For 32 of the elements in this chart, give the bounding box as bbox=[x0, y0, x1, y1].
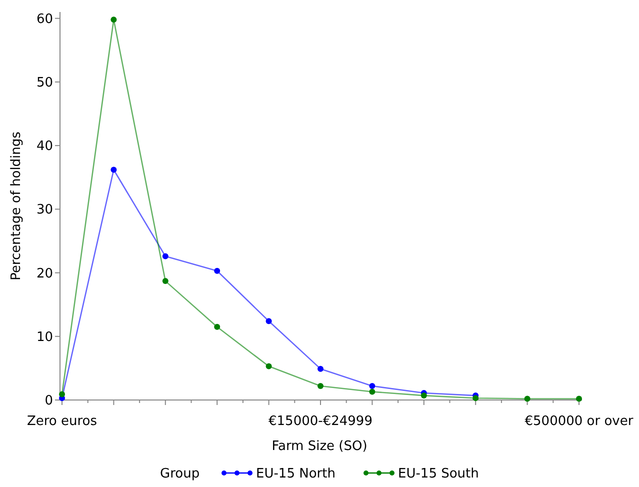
x-tick-label: Zero euros bbox=[26, 414, 98, 429]
legend-title: Group bbox=[160, 466, 200, 482]
y-tick-label: 20 bbox=[36, 266, 53, 282]
point bbox=[59, 391, 65, 398]
point bbox=[420, 392, 427, 399]
legend-label: EU-15 North bbox=[256, 466, 336, 482]
point bbox=[266, 363, 272, 370]
point bbox=[110, 166, 117, 173]
y-tick-label: 60 bbox=[36, 12, 53, 27]
y-tick-label: 10 bbox=[36, 330, 53, 345]
point bbox=[266, 318, 272, 324]
point bbox=[110, 16, 117, 23]
point bbox=[369, 388, 376, 395]
legend-label: EU-15 South bbox=[398, 466, 479, 482]
x-tick-label: €15000-€24999 bbox=[268, 414, 372, 429]
y-tick-label: 0 bbox=[44, 394, 53, 409]
point bbox=[524, 396, 530, 402]
x-tick-label: €500000 or over bbox=[524, 414, 634, 429]
y-tick-label: 50 bbox=[36, 76, 53, 91]
point bbox=[162, 278, 168, 284]
point bbox=[472, 395, 479, 402]
point bbox=[214, 324, 220, 330]
point bbox=[214, 268, 220, 274]
point bbox=[318, 366, 324, 372]
x-axis-title: Farm Size (SO) bbox=[272, 439, 368, 454]
point bbox=[369, 383, 376, 390]
y-tick-label: 40 bbox=[36, 139, 53, 154]
point bbox=[318, 383, 324, 390]
point bbox=[576, 396, 582, 402]
y-axis-title: Percentage of holdings bbox=[9, 131, 24, 280]
y-tick-label: 30 bbox=[36, 202, 53, 218]
point bbox=[162, 253, 168, 260]
